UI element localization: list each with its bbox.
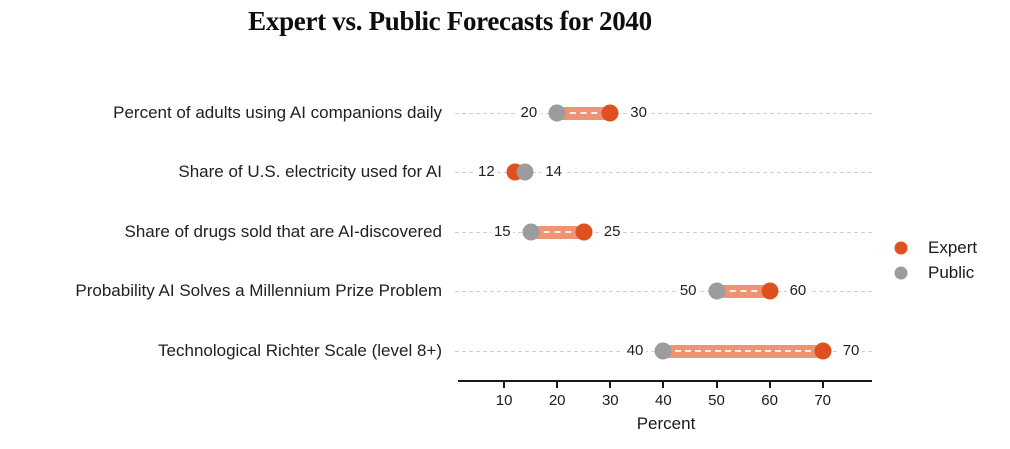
x-axis-label: Percent [636,414,696,433]
min-value-label: 20 [517,104,541,122]
legend-expert-label: Expert [928,238,978,257]
public-dot [708,282,725,300]
category-label: Percent of adults using AI companions da… [113,103,442,122]
band-dash-line [532,231,582,233]
min-value-label: 50 [676,282,700,300]
max-value-label: 25 [600,223,624,241]
category-label: Probability AI Solves a Millennium Prize… [75,281,442,300]
category-label: Technological Richter Scale (level 8+) [158,341,442,360]
row-gridline [455,291,875,292]
dumbbell-band [663,344,823,358]
legend-public-label: Public [928,263,975,282]
expert-dot [761,282,779,300]
band-dash-line [665,350,821,352]
dumbbell-band [557,106,611,120]
max-value-label: 30 [627,104,650,122]
expert-dot [575,223,593,241]
band-dash-line [559,112,609,114]
legend-public-dot-icon [894,266,908,280]
max-value-label: 70 [839,342,863,360]
x-axis-tick [662,380,665,388]
x-axis-tick [821,380,824,388]
legend-expert-dot-icon [894,241,908,255]
band-dash-line [718,290,768,292]
max-value-label: 60 [786,282,810,300]
x-axis-tick [503,380,506,388]
chart-title: Expert vs. Public Forecasts for 2040 [248,6,652,36]
dumbbell-band [530,225,584,239]
max-value-label: 14 [542,163,566,181]
x-tick-label: 30 [601,392,619,409]
x-tick-label: 10 [495,392,513,409]
min-value-label: 12 [475,163,498,181]
x-tick-label: 50 [708,392,725,409]
row-gridline [455,113,875,114]
x-axis-tick [556,380,559,388]
x-axis-tick [715,380,718,388]
row-gridline [455,232,875,233]
public-dot [522,223,540,241]
x-tick-label: 20 [548,392,566,409]
dumbbell-band [716,284,770,298]
category-label: Share of drugs sold that are AI-discover… [124,222,442,241]
x-axis-tick [768,380,771,388]
public-dot [548,104,566,122]
x-axis-line [458,380,872,382]
x-tick-label: 40 [655,392,672,409]
category-label: Share of U.S. electricity used for AI [178,162,442,181]
public-dot [654,342,672,360]
expert-dot [601,104,619,122]
min-value-label: 40 [623,342,647,360]
min-value-label: 15 [490,223,514,241]
x-tick-label: 60 [761,392,778,409]
expert-dot [814,342,832,360]
public-dot [516,163,534,181]
row-gridline [455,172,875,173]
x-tick-label: 70 [814,392,832,409]
x-axis-tick [609,380,612,388]
